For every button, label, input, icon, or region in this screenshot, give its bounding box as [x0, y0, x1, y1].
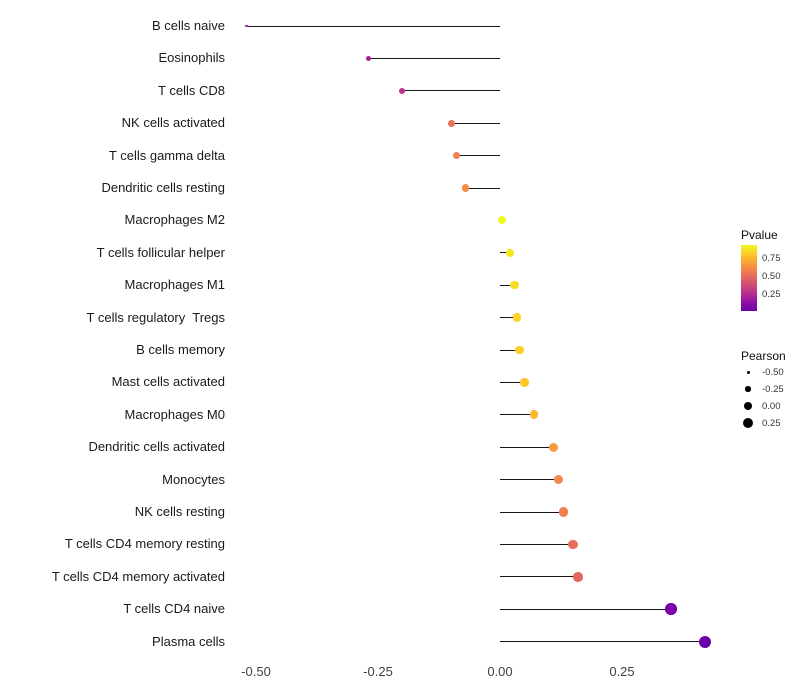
category-label: B cells naive: [152, 18, 225, 33]
lollipop-dot: [452, 152, 460, 160]
pvalue-legend-tick-label: 0.75: [762, 253, 781, 265]
lollipop-stick: [465, 187, 500, 189]
lollipop-stick: [500, 446, 554, 448]
lollipop-dot: [399, 87, 406, 94]
pearson-legend-tick-label: 0.25: [762, 418, 781, 429]
lollipop-dot: [529, 410, 539, 420]
lollipop-stick: [500, 641, 705, 643]
lollipop-dot: [665, 603, 677, 615]
category-label: NK cells resting: [134, 504, 225, 519]
category-label: Macrophages M0: [124, 406, 225, 422]
x-axis-tick-label: 0.25: [609, 664, 635, 679]
category-label: T cells CD4 memory resting: [64, 536, 225, 552]
category-label: T cells regulatory Tregs: [86, 309, 225, 325]
x-axis-tick-label: -0.50: [241, 664, 271, 679]
lollipop-stick: [500, 381, 525, 383]
lollipop-dot: [549, 442, 559, 452]
lollipop-dot: [447, 119, 455, 127]
lollipop-stick: [500, 543, 574, 545]
lollipop-dot: [520, 378, 529, 387]
category-label: Mast cells activated: [111, 374, 225, 390]
lollipop-dot: [573, 572, 583, 582]
lollipop-dot: [365, 55, 371, 62]
pearson-legend-size-dot: [742, 417, 754, 429]
pvalue-gradient-bar: [741, 245, 757, 311]
lollipop-stick: [500, 284, 515, 286]
category-label: T cells CD8: [158, 82, 225, 98]
pearson-legend-tick-label: -0.25: [762, 384, 784, 395]
lollipop-dot: [498, 216, 507, 225]
lollipop-stick: [500, 576, 579, 578]
lollipop-dot: [462, 184, 470, 192]
category-label: Dendritic cells activated: [88, 439, 225, 455]
category-label: NK cells activated: [121, 115, 225, 131]
lollipop-stick: [402, 90, 500, 92]
category-label: B cells memory: [136, 342, 225, 357]
category-label: T cells CD4 memory activated: [51, 568, 225, 584]
category-label: Macrophages M2: [124, 212, 225, 228]
lollipop-stick: [500, 608, 671, 610]
lollipop-dot: [568, 539, 578, 550]
pearson-legend-title: Pearson: [741, 349, 786, 363]
lollipop-stick: [500, 479, 559, 481]
pearson-legend-size-dot: [746, 370, 750, 374]
x-axis-tick-label: 0.00: [487, 664, 513, 679]
lollipop-stick: [246, 25, 500, 27]
lollipop-stick: [500, 511, 564, 513]
pvalue-legend-tick-label: 0.25: [762, 288, 781, 300]
pvalue-legend-tick-label: 0.50: [762, 271, 781, 283]
lollipop-dot: [698, 635, 712, 648]
category-label: T cells CD4 naive: [123, 601, 225, 617]
category-label: Monocytes: [162, 471, 225, 487]
lollipop-dot: [558, 507, 569, 517]
category-label: Macrophages M1: [124, 277, 225, 293]
lollipop-dot: [515, 345, 524, 355]
category-label: T cells follicular helper: [96, 244, 225, 260]
category-label: T cells gamma delta: [108, 147, 225, 163]
lollipop-stick: [500, 414, 535, 416]
category-label: Dendritic cells resting: [101, 180, 225, 195]
category-label: Eosinophils: [158, 50, 226, 66]
lollipop-dot: [510, 281, 519, 290]
pearson-legend-size-dot: [745, 386, 751, 392]
pearson-legend-tick-label: -0.50: [762, 367, 784, 378]
category-label: Plasma cells: [152, 633, 225, 649]
lollipop-stick: [500, 349, 520, 351]
lollipop-stick: [500, 317, 518, 319]
lollipop-stick: [456, 155, 500, 157]
lollipop-dot: [553, 475, 564, 485]
lollipop-dot: [505, 248, 514, 257]
lollipop-dot: [244, 24, 248, 28]
lollipop-stick: [451, 122, 500, 124]
pearson-legend-size-dot: [744, 402, 752, 410]
x-axis-tick-label: -0.25: [363, 664, 393, 679]
lollipop-stick: [500, 252, 510, 254]
pvalue-legend-title: Pvalue: [741, 228, 778, 242]
pearson-legend-tick-label: 0.00: [762, 401, 781, 412]
lollipop-dot: [512, 313, 522, 322]
lollipop-stick: [368, 57, 500, 59]
